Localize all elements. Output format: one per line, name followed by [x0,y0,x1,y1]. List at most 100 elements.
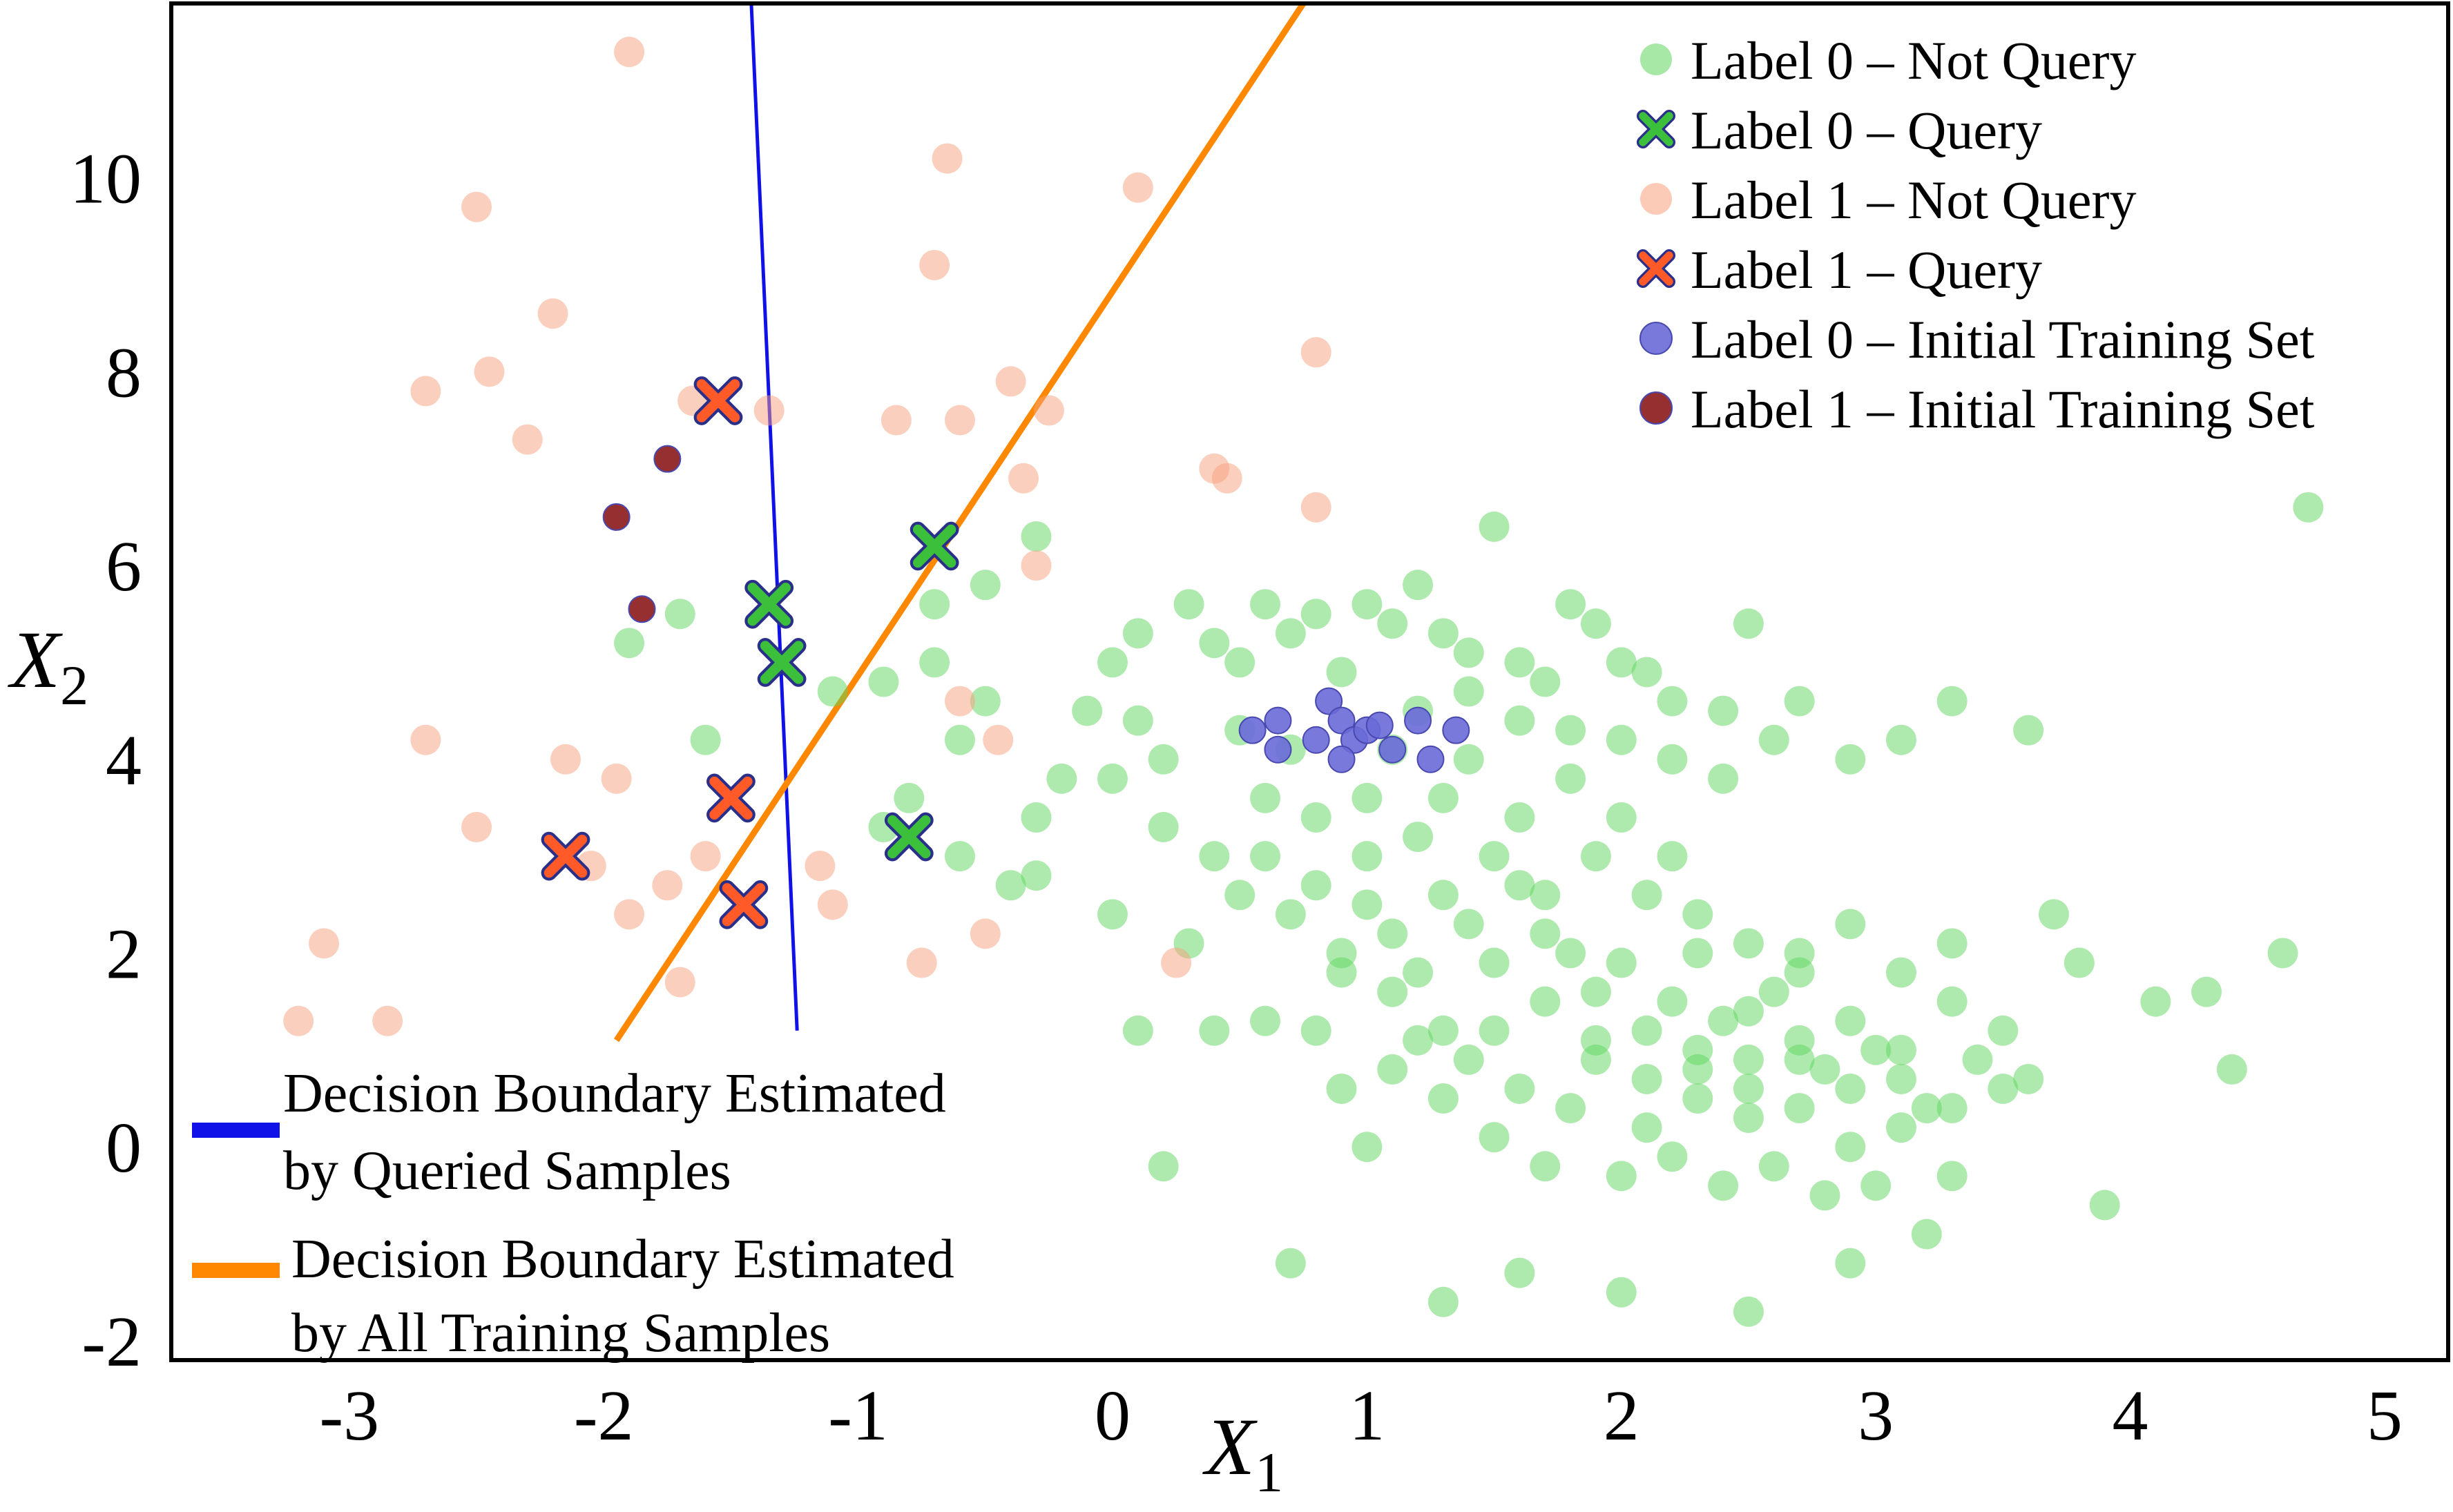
data-point [2013,715,2044,746]
data-point [628,595,656,623]
data-point [664,599,695,630]
lower-legend-line2: by All Training Samples [291,1303,830,1364]
data-point [2191,976,2222,1007]
data-point [1351,889,1383,920]
data-point [1657,744,1688,775]
data-point [614,37,645,68]
data-point [1708,1005,1739,1036]
legend-label: Label 0 – Not Query [1691,30,2136,90]
data-point [1427,618,1459,649]
data-point [1377,976,1408,1007]
data-point [1733,1296,1764,1327]
data-point [919,589,950,620]
data-point [1453,1044,1484,1075]
lower-legend: Decision Boundary Estimated by Queried Sa… [192,1063,954,1364]
query-marker [719,880,769,929]
data-point [1351,1132,1383,1163]
data-point [690,841,721,872]
legend-marker [1640,43,1672,75]
data-point [1733,1074,1764,1104]
query-marker [744,579,794,629]
data-point [1427,1286,1459,1317]
data-point [1835,1132,1866,1163]
data-point [1555,763,1586,794]
y-tick-label: 10 [70,139,142,219]
data-point [1860,1034,1892,1065]
data-point [881,405,912,436]
data-point [1606,1277,1637,1308]
data-point [1365,711,1394,739]
data-point [1657,841,1688,872]
data-point [1631,1015,1662,1046]
data-point [1580,1025,1611,1056]
data-point [1885,1034,1916,1065]
data-point [1936,928,1968,959]
data-point [1250,782,1281,813]
data-point [1264,735,1292,764]
data-point [1809,1054,1840,1085]
data-point [1427,1083,1459,1114]
data-point [1300,802,1331,833]
data-point [1784,1044,1815,1075]
y-tick-label: -2 [81,1302,142,1382]
data-point [1453,637,1484,668]
data-point [1504,802,1535,833]
data-point [1122,1015,1153,1046]
data-point [1758,976,1789,1007]
data-point [1416,745,1445,773]
lower-legend-line1: Decision Boundary Estimated [283,1063,946,1124]
data-point [1606,724,1637,755]
data-point [1403,957,1434,988]
data-point [1580,841,1611,872]
data-point [1479,1015,1510,1046]
data-point [2216,1054,2247,1085]
legend-label: Label 1 – Initial Training Set [1691,379,2315,439]
data-point [1784,1093,1815,1124]
data-point [1657,686,1688,717]
boundary-lines [613,3,1307,1043]
data-point [1224,880,1256,911]
data-point [1122,705,1153,736]
legend-label: Label 0 – Query [1691,100,2042,160]
data-point [817,676,848,707]
data-point [1097,899,1128,930]
data-point [1885,724,1916,755]
data-point [944,405,975,436]
decision-boundary-line-1 [749,3,799,1031]
legend: Label 0 – Not Query Label 0 – Query Label … [1636,30,2315,439]
data-point [1238,716,1267,744]
data-point [2089,1190,2120,1221]
legend-label: Label 1 – Not Query [1691,170,2136,230]
data-point [1936,1161,1968,1192]
data-point [1809,1180,1840,1211]
data-point [1377,1054,1408,1085]
series-2 [744,521,959,862]
data-point [1504,705,1535,736]
data-point [1326,1074,1357,1104]
data-point [1327,706,1356,735]
data-point [1403,1025,1434,1056]
data-point [1148,1151,1179,1182]
data-point [2064,947,2095,978]
x-axis-label: X1 [1202,1402,1283,1504]
data-point [461,812,492,843]
data-point [1148,812,1179,843]
data-point [1199,628,1230,659]
data-point [1682,1083,1713,1114]
data-point [1097,647,1128,678]
data-point [995,366,1026,397]
data-point [1733,1044,1764,1075]
legend-item: Label 0 – Query [1636,100,2042,160]
data-point [1885,1063,1916,1094]
data-point [1606,1161,1637,1192]
data-point [1555,715,1586,746]
data-point [461,191,492,222]
data-point [1302,726,1330,754]
data-point [512,424,543,455]
series-5 [1238,687,1470,773]
data-point [601,763,632,794]
x-tick-label: 5 [2367,1376,2403,1455]
data-point [614,628,645,659]
